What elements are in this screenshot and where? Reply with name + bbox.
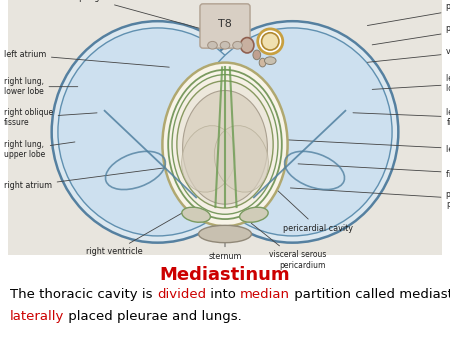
Ellipse shape <box>233 42 243 49</box>
Text: right lung,
upper lobe: right lung, upper lobe <box>4 140 75 159</box>
Text: laterally: laterally <box>10 310 64 323</box>
Text: into: into <box>206 288 240 301</box>
Ellipse shape <box>214 126 268 192</box>
Text: right ventricle: right ventricle <box>86 203 198 257</box>
Text: parietal serous
pericardium: parietal serous pericardium <box>290 188 450 209</box>
Text: sternum: sternum <box>208 237 242 261</box>
Text: fibrous pericardium: fibrous pericardium <box>298 164 450 179</box>
Ellipse shape <box>265 57 276 65</box>
Text: median: median <box>240 288 290 301</box>
Text: pericardial cavity: pericardial cavity <box>269 182 353 233</box>
Text: left lung,
lower lobe: left lung, lower lobe <box>372 74 450 94</box>
Ellipse shape <box>193 28 392 236</box>
Ellipse shape <box>52 21 264 243</box>
Text: right atrium: right atrium <box>4 164 194 190</box>
Ellipse shape <box>186 21 398 243</box>
Text: Mediastinum: Mediastinum <box>160 266 290 284</box>
Text: pleural space: pleural space <box>372 24 450 45</box>
Text: partition called mediastinum  and: partition called mediastinum and <box>290 288 450 301</box>
Ellipse shape <box>207 42 217 49</box>
Text: The thoracic cavity is: The thoracic cavity is <box>10 288 157 301</box>
Ellipse shape <box>58 28 257 236</box>
Text: T8: T8 <box>218 19 232 29</box>
Ellipse shape <box>168 70 282 219</box>
Ellipse shape <box>183 91 267 204</box>
Text: left ventricle: left ventricle <box>286 140 450 154</box>
Text: left oblique
fissure: left oblique fissure <box>353 108 450 127</box>
Ellipse shape <box>177 81 273 208</box>
Ellipse shape <box>261 33 279 50</box>
Text: right lung,
lower lobe: right lung, lower lobe <box>4 77 78 96</box>
Text: divided: divided <box>157 288 206 301</box>
Ellipse shape <box>162 63 288 226</box>
Ellipse shape <box>182 207 211 222</box>
Text: visceral pleura: visceral pleura <box>367 47 450 62</box>
Ellipse shape <box>239 207 268 222</box>
FancyBboxPatch shape <box>200 4 250 48</box>
Ellipse shape <box>182 126 236 192</box>
Ellipse shape <box>253 50 261 60</box>
Ellipse shape <box>240 38 254 53</box>
Text: parietal pleura: parietal pleura <box>367 2 450 26</box>
Text: placed pleurae and lungs.: placed pleurae and lungs. <box>64 310 242 323</box>
Ellipse shape <box>259 58 266 67</box>
Text: esophagus: esophagus <box>66 0 244 41</box>
Ellipse shape <box>258 29 283 54</box>
Ellipse shape <box>220 42 230 49</box>
Ellipse shape <box>172 75 278 214</box>
Ellipse shape <box>198 225 252 243</box>
Text: left atrium: left atrium <box>4 50 169 67</box>
Text: visceral serous
pericardium: visceral serous pericardium <box>251 223 326 270</box>
Text: right oblique
fissure: right oblique fissure <box>4 108 97 127</box>
